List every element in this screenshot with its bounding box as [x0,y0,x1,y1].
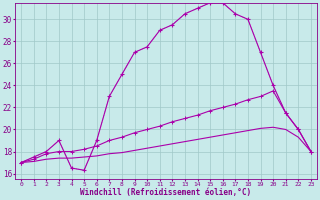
X-axis label: Windchill (Refroidissement éolien,°C): Windchill (Refroidissement éolien,°C) [80,188,252,197]
